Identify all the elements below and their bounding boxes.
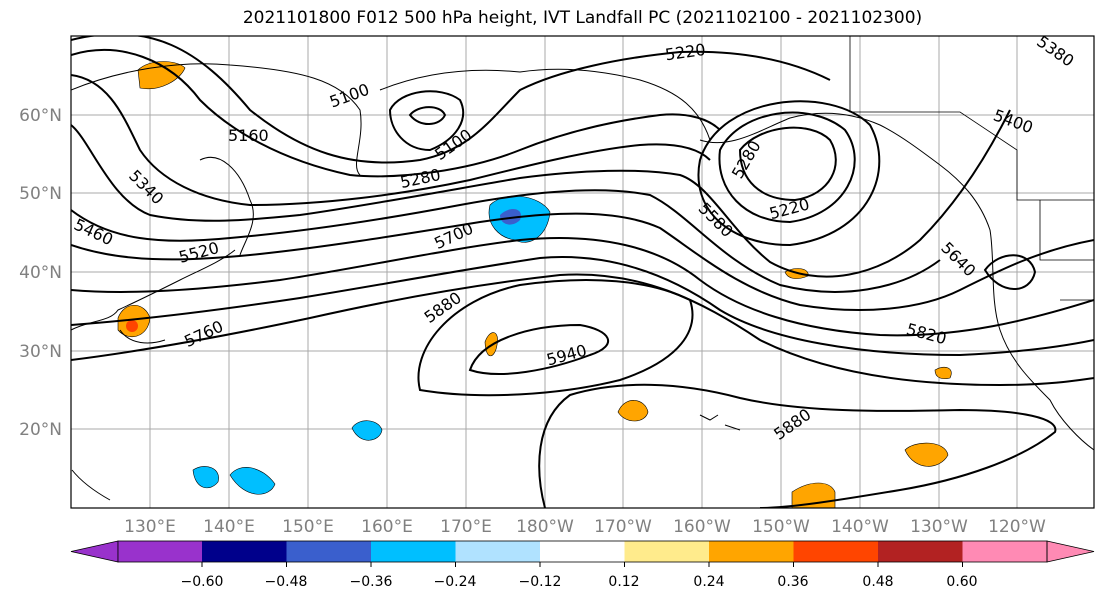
- colorbar-tick-labels: −0.60 −0.48 −0.36 −0.24 −0.12 0.12 0.24 …: [181, 574, 978, 590]
- colorbar-tick-label: 0.48: [862, 574, 893, 590]
- lon-label: 170°E: [440, 517, 492, 537]
- lon-label: 150°E: [282, 517, 334, 537]
- colorbar-tick-label: −0.24: [434, 574, 477, 590]
- height-contours: [71, 36, 1094, 508]
- figure-title: 2021101800 F012 500 hPa height, IVT Land…: [242, 8, 923, 28]
- map-frame: [70, 35, 1095, 509]
- colorbar-extend-min: [70, 540, 119, 563]
- colorbar-segment: [878, 541, 963, 562]
- ivt-negative-area: [192, 466, 219, 489]
- colorbar-extend-max: [1046, 540, 1095, 563]
- lon-label: 170°W: [594, 517, 652, 537]
- lon-label: 130°E: [124, 517, 176, 537]
- lat-label: 50°N: [19, 184, 62, 204]
- colorbar-tick-label: 0.24: [693, 574, 724, 590]
- lon-label: 120°W: [988, 517, 1046, 537]
- lat-label: 60°N: [19, 106, 62, 126]
- colorbar-tick-label: −0.48: [265, 574, 308, 590]
- colorbar-segment: [286, 541, 372, 562]
- ivt-positive-area: [934, 366, 952, 380]
- ivt-negative-area: [229, 467, 276, 495]
- ivt-positive-core: [126, 320, 138, 332]
- lon-label: 180°W: [516, 517, 574, 537]
- colorbar-outline: [117, 540, 1048, 563]
- graticule: [71, 36, 1094, 508]
- colorbar-segment: [371, 541, 456, 562]
- political-borders: [849, 36, 1094, 301]
- lon-label: 160°W: [673, 517, 731, 537]
- coastlines: [71, 63, 1094, 501]
- colorbar-segment: [455, 541, 541, 562]
- lat-label: 20°N: [19, 420, 62, 440]
- lon-label: 140°E: [203, 517, 255, 537]
- colorbar: [70, 540, 1095, 567]
- colorbar-tick-label: −0.60: [181, 574, 224, 590]
- colorbar-segment: [118, 541, 203, 562]
- colorbar-tick-label: 0.12: [608, 574, 639, 590]
- ivt-shading: [117, 61, 952, 508]
- contour-label-5160: 5160: [228, 126, 269, 145]
- colorbar-segment: [202, 541, 287, 562]
- colorbar-segment: [962, 541, 1048, 562]
- colorbar-segment: [540, 541, 625, 562]
- ivt-negative-area: [351, 420, 383, 441]
- colorbar-tick-label: 0.36: [777, 574, 808, 590]
- colorbar-segment: [709, 541, 794, 562]
- colorbar-segment: [624, 541, 710, 562]
- lon-label: 160°E: [361, 517, 413, 537]
- ivt-positive-area: [617, 400, 649, 422]
- colorbar-tick-label: 0.60: [946, 574, 977, 590]
- colorbar-tick-label: −0.12: [519, 574, 562, 590]
- ivt-negative-core: [500, 208, 521, 225]
- lon-label: 130°W: [910, 517, 968, 537]
- colorbar-segment: [793, 541, 879, 562]
- colorbar-tick-label: −0.36: [350, 574, 393, 590]
- lon-label: 140°W: [831, 517, 889, 537]
- lon-label: 150°W: [752, 517, 810, 537]
- latitude-labels: 60°N 50°N 40°N 30°N 20°N: [19, 106, 62, 440]
- ivt-positive-area: [904, 442, 949, 467]
- lat-label: 40°N: [19, 263, 62, 283]
- longitude-labels: 130°E 140°E 150°E 160°E 170°E 180°W 170°…: [124, 517, 1046, 537]
- lat-label: 30°N: [19, 342, 62, 362]
